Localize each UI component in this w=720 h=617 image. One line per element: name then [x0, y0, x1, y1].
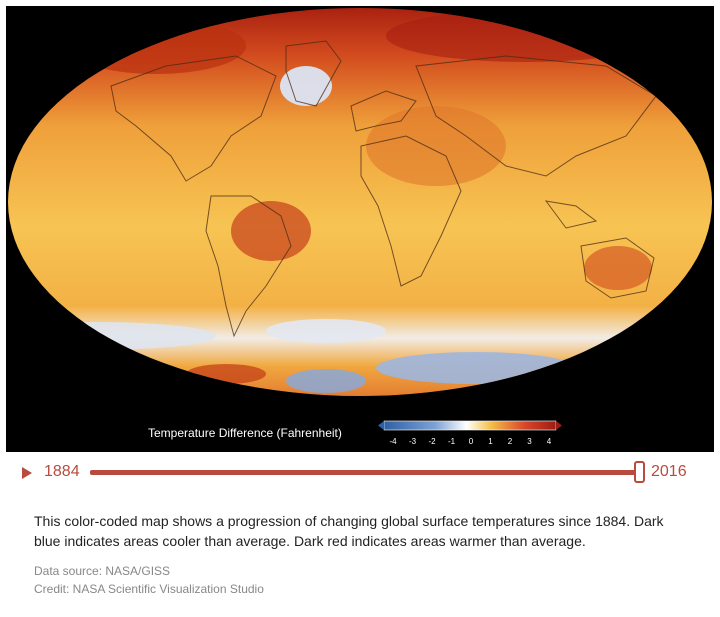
legend-min-arrow — [378, 421, 384, 430]
legend-tick: -4 — [389, 437, 397, 446]
timeline-track[interactable] — [90, 470, 638, 475]
legend-tick: 1 — [488, 437, 493, 446]
timeline-slider: 1884 2016 — [0, 458, 720, 488]
legend-tick: 4 — [546, 437, 552, 446]
legend-colorbar — [383, 420, 557, 431]
data-source: Data source: NASA/GISS — [34, 564, 171, 578]
start-year-label: 1884 — [44, 463, 80, 480]
legend-ticks: -4 -3 -2 -1 0 1 2 3 4 — [386, 437, 556, 449]
end-year-label: 2016 — [651, 463, 687, 480]
legend-tick: -3 — [408, 437, 417, 446]
legend-tick: 0 — [468, 437, 474, 446]
legend-tick: -2 — [428, 437, 436, 446]
image-credit: Credit: NASA Scientific Visualization St… — [34, 582, 264, 596]
temperature-map: Temperature Difference (Fahrenheit) -4 -… — [6, 6, 714, 452]
map-graphic — [8, 8, 712, 431]
timeline-handle[interactable] — [634, 461, 645, 483]
play-icon[interactable] — [22, 467, 32, 479]
legend-tick: 3 — [527, 437, 532, 446]
legend-max-arrow — [556, 421, 562, 430]
legend-tick: -1 — [447, 437, 456, 446]
legend-tick: 2 — [507, 437, 513, 446]
map-caption: This color-coded map shows a progression… — [34, 513, 664, 549]
legend-title: Temperature Difference (Fahrenheit) — [148, 426, 342, 440]
map-projection — [8, 8, 712, 396]
